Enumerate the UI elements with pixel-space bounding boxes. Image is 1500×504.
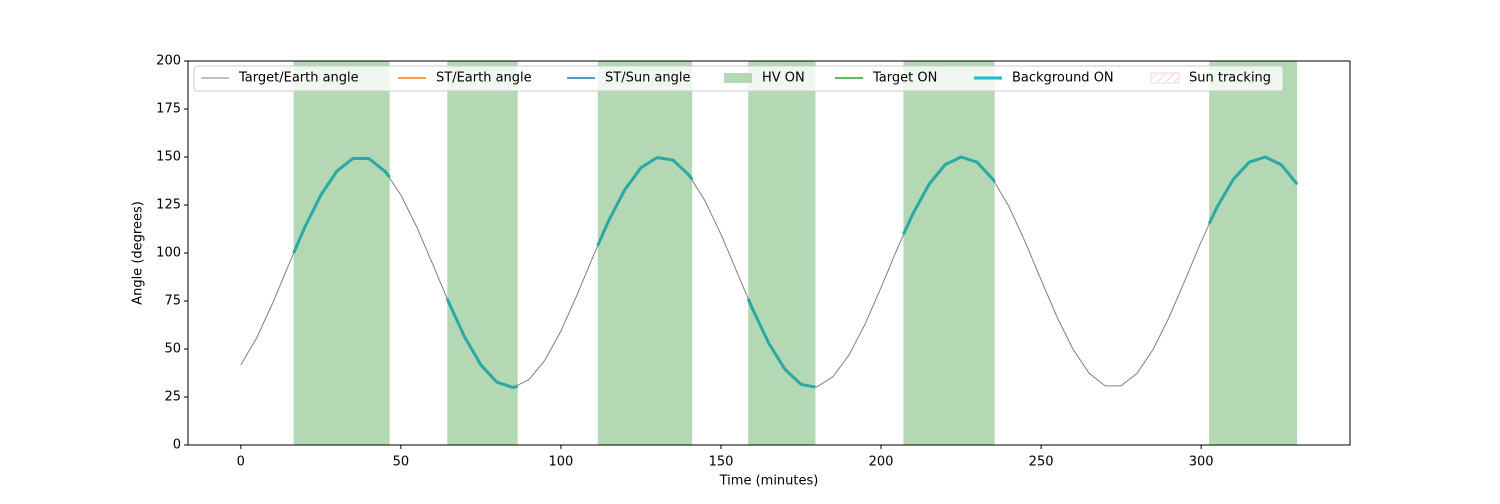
x-tick-label: 200	[869, 455, 894, 470]
y-tick-label: 25	[164, 390, 181, 405]
y-tick-label: 125	[156, 198, 181, 213]
band	[447, 61, 518, 445]
y-tick-label: 100	[156, 246, 181, 261]
band	[597, 61, 693, 445]
x-tick-label: 0	[237, 455, 245, 470]
legend-label: ST/Sun angle	[605, 71, 691, 86]
y-tick-label: 0	[173, 438, 181, 453]
y-tick-label: 200	[156, 54, 181, 69]
plot-area	[240, 61, 1299, 445]
legend-label: HV ON	[762, 71, 805, 86]
y-tick-label: 175	[156, 102, 181, 117]
x-tick-label: 250	[1029, 455, 1054, 470]
legend-label: Sun tracking	[1189, 71, 1271, 86]
legend-label: ST/Earth angle	[436, 71, 532, 86]
band	[293, 61, 390, 445]
legend-swatch	[1150, 72, 1180, 84]
x-tick-label: 100	[549, 455, 574, 470]
x-tick-label: 50	[393, 455, 410, 470]
series-line	[292, 155, 1299, 389]
legend-label: Target ON	[872, 71, 937, 86]
legend-label: Target/Earth angle	[238, 71, 359, 86]
x-tick-label: 150	[709, 455, 734, 470]
band	[748, 61, 816, 445]
y-tick-label: 150	[156, 150, 181, 165]
band	[1209, 61, 1298, 445]
y-tick-label: 50	[164, 342, 181, 357]
legend-label: Background ON	[1012, 71, 1114, 86]
band	[903, 61, 995, 445]
legend: Target/Earth angle ST/Earth angle ST/Sun a…	[193, 65, 1284, 92]
y-axis-label: Angle (degrees)	[131, 201, 146, 305]
x-axis-label: Time (minutes)	[719, 474, 819, 489]
y-tick-label: 75	[164, 294, 181, 309]
x-tick-label: 300	[1189, 455, 1214, 470]
legend-swatch	[724, 73, 752, 83]
